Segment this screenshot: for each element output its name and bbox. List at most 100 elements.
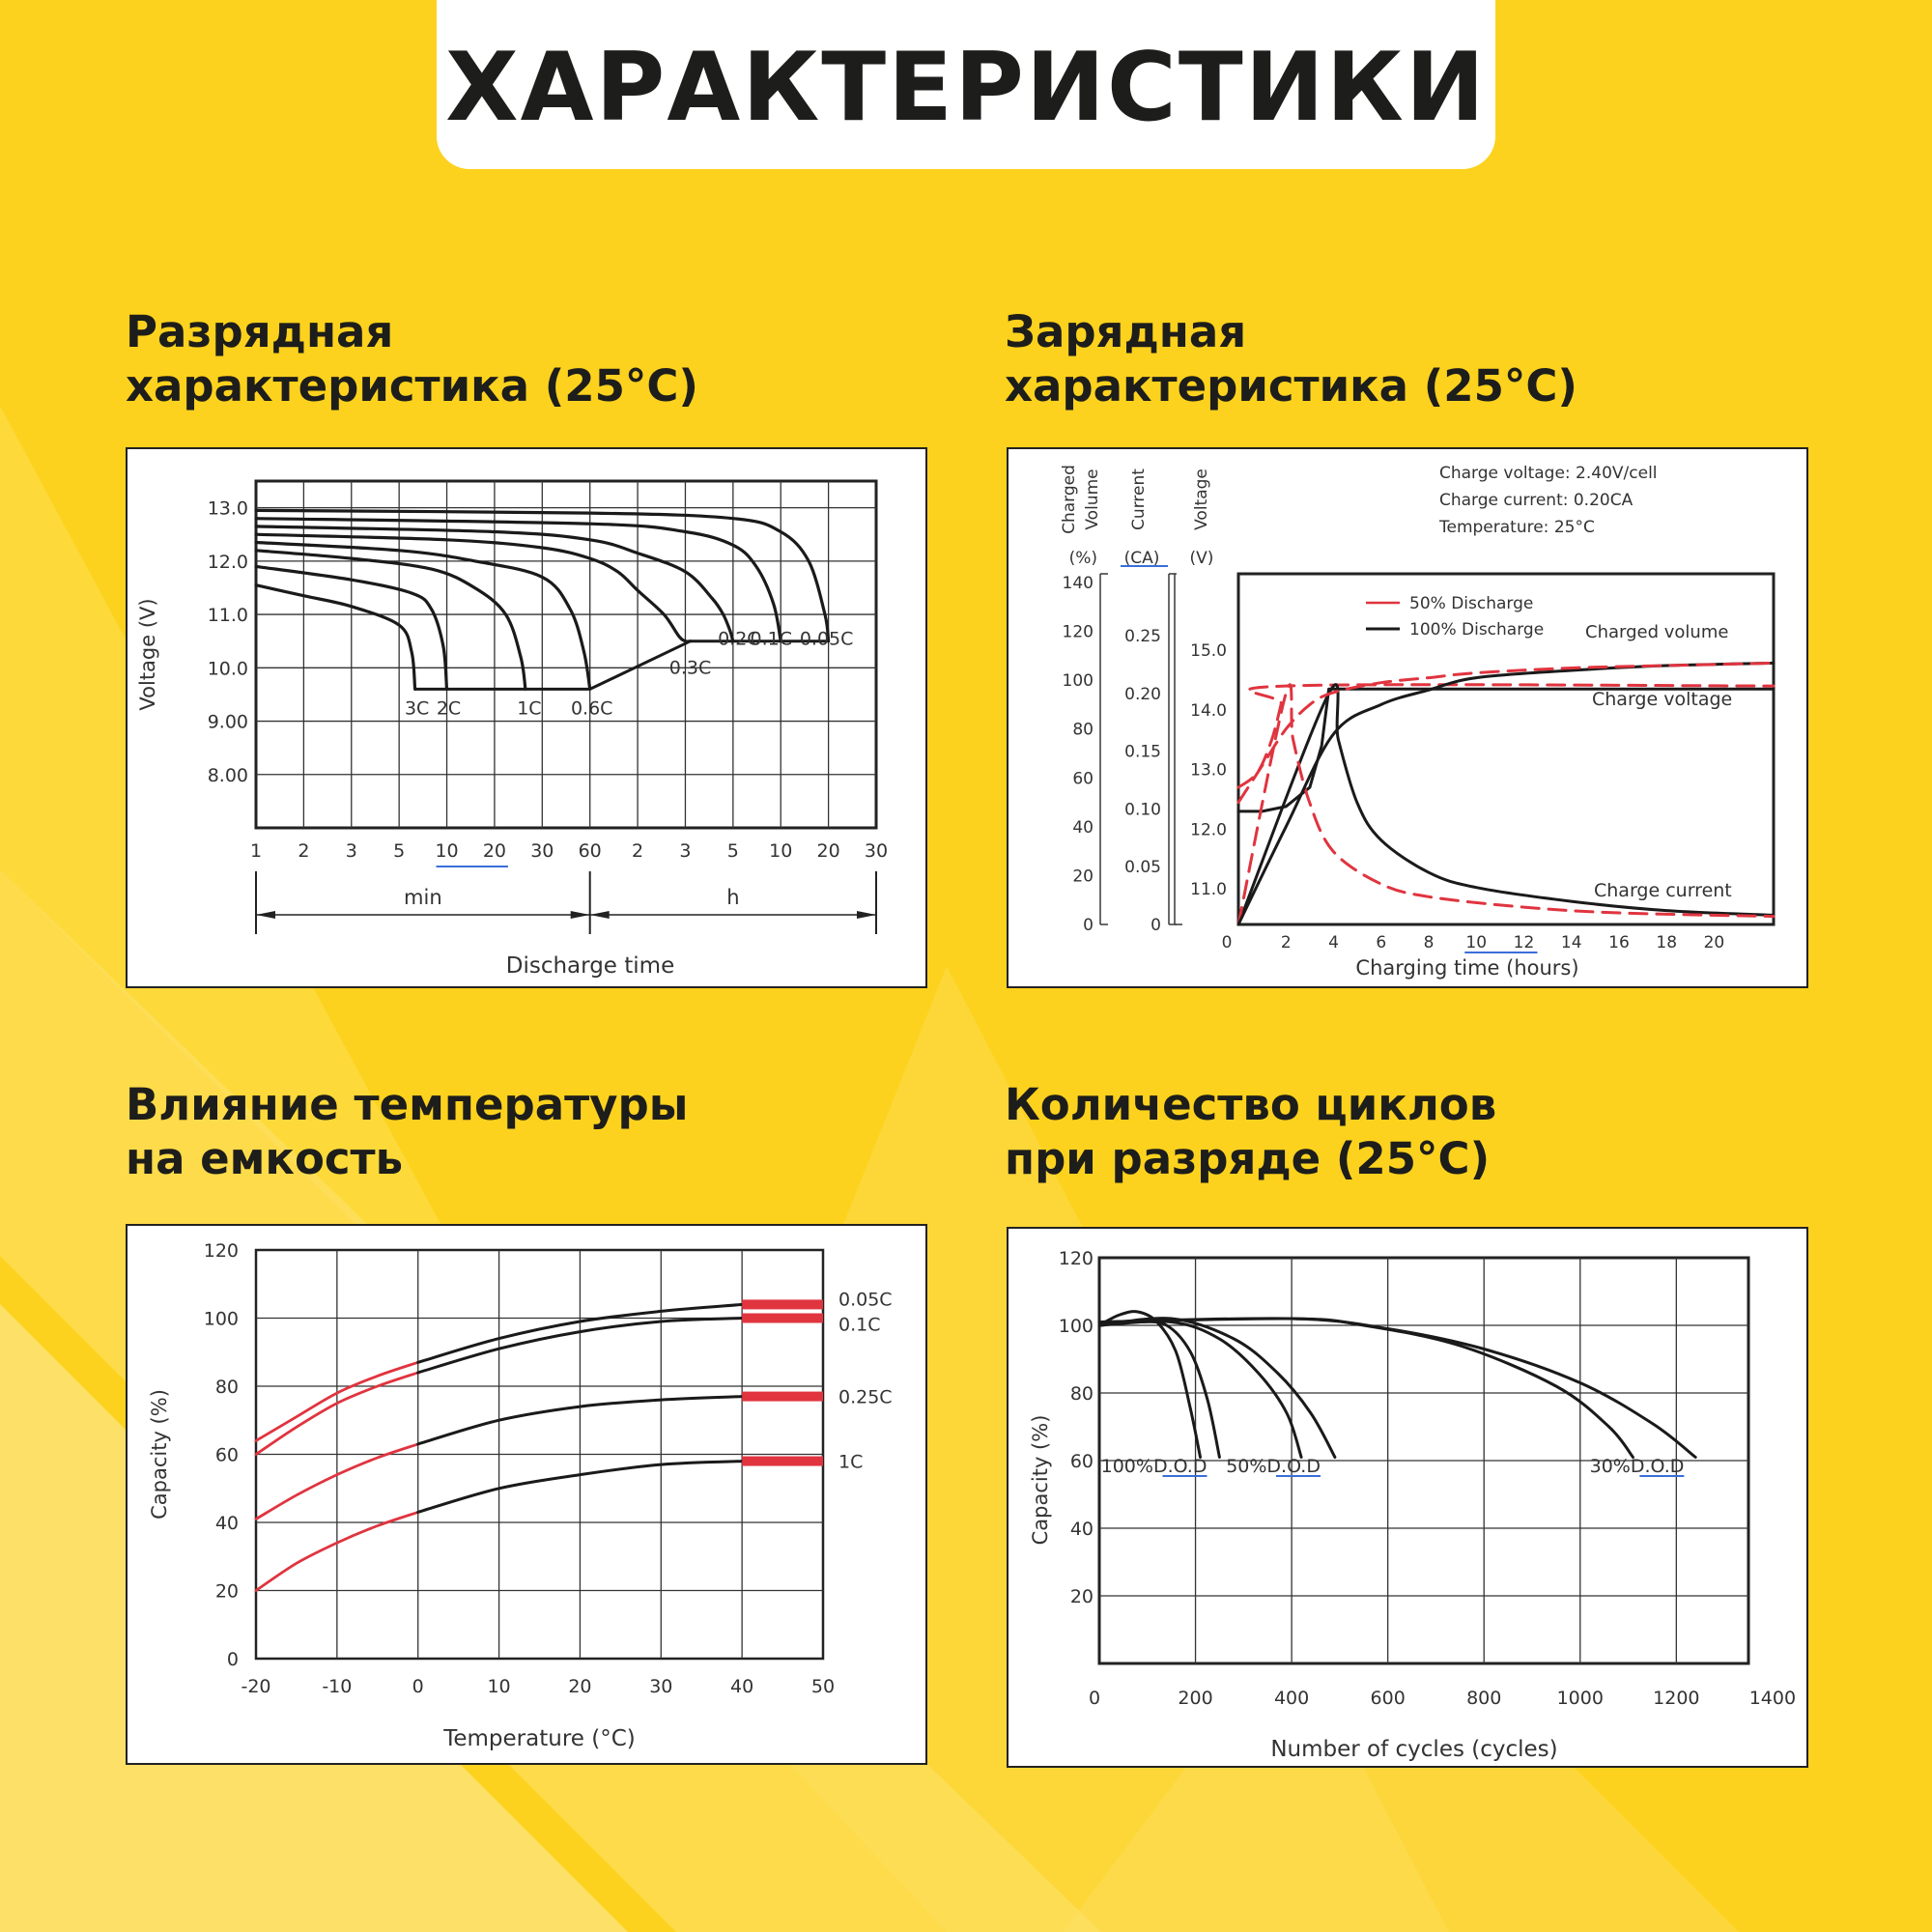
series-label-0.05C: 0.05C <box>838 1289 893 1310</box>
y-tick-label: 80 <box>1070 1383 1094 1405</box>
series-label: 3C <box>405 697 429 719</box>
x-tick-label: 3 <box>346 840 357 862</box>
y-tick-volume: 40 <box>1072 818 1094 838</box>
x-tick-label: 10 <box>435 840 458 862</box>
dod-label: 100%D.O.D <box>1101 1456 1208 1477</box>
dod-label: 30%D.O.D <box>1590 1456 1685 1477</box>
y-tick-current: 0 <box>1151 916 1161 935</box>
section-title-line1: Разрядная <box>126 306 394 357</box>
capacity-curve-cold-0.05C <box>254 1360 420 1442</box>
x-tick-label: 10 <box>1465 933 1487 952</box>
y-tick-label: 20 <box>1070 1586 1094 1607</box>
x-tick-label: 2 <box>1281 933 1292 952</box>
charge-current-50 <box>1236 683 1776 926</box>
axis-unit-voltage: (V) <box>1190 549 1214 568</box>
discharge-curve-0.1C <box>254 517 782 643</box>
discharge-curve-0.2C <box>254 525 735 643</box>
charged-volume-50 <box>1236 661 1776 805</box>
series-label: 0.1C <box>750 629 791 650</box>
x-tick-label: 18 <box>1656 933 1677 952</box>
series-label: 0.05C <box>800 629 854 650</box>
y-tick-label: 40 <box>215 1513 239 1534</box>
discharge-chart-panel: 13.0 12.0 11.0 10.0 9.00 8.00 1 2 3 5 10 20 30 60 2 3 5 1… <box>126 447 927 988</box>
x-tick-label: 8 <box>1424 933 1435 952</box>
y-axis-label: Voltage (V) <box>136 598 159 710</box>
x-tick-label: 0 <box>1222 933 1233 952</box>
curve-label-current: Charge current <box>1594 880 1732 901</box>
section-title-line2: характеристика (25°C) <box>126 360 698 412</box>
axis-title-voltage: Voltage <box>1192 469 1211 530</box>
discharge-curve-0.3C <box>254 532 693 643</box>
section-title-charge: Зарядная характеристика (25°C) <box>1005 305 1577 413</box>
charge-chart: Charged Volume Current Voltage(%) (CA) (V)140… <box>1060 464 1776 980</box>
x-tick-label: 16 <box>1608 933 1630 952</box>
y-tick-label: 12.0 <box>208 552 248 573</box>
y-tick-volume: 120 <box>1063 623 1094 642</box>
section-title-line2: при разряде (25°C) <box>1005 1133 1491 1184</box>
capacity-curve-0.1C <box>416 1317 744 1375</box>
series-label: 0.6C <box>571 697 612 719</box>
cycles-chart-panel: 120 100 80 60 40 20 0 200 400 600 800 1000 1200 1400 N… <box>1007 1227 1808 1768</box>
cutoff-line <box>588 639 831 691</box>
y-tick-label: 9.00 <box>208 712 248 733</box>
x-tick-label: 1400 <box>1749 1688 1796 1709</box>
x-tick-label: 5 <box>727 840 739 862</box>
discharge-chart: 13.0 12.0 11.0 10.0 9.00 8.00 1 2 3 5 10 20 30 60 2 3 5 1… <box>136 479 888 979</box>
x-tick-label: 14 <box>1561 933 1582 952</box>
discharge-curve-3C <box>254 583 417 691</box>
y-tick-label: 40 <box>1070 1519 1094 1540</box>
axis-title-volume: Volume <box>1083 469 1102 529</box>
section-title-line1: Зарядная <box>1005 306 1247 357</box>
x-axis-label: Charging time (hours) <box>1355 956 1578 980</box>
axis-unit-volume: (%) <box>1069 549 1097 568</box>
y-tick-label: 13.0 <box>208 498 248 520</box>
y-axis-label: Capacity (%) <box>1029 1415 1052 1546</box>
x-tick-label: 1200 <box>1653 1688 1699 1709</box>
y-tick-current: 0.15 <box>1124 743 1161 762</box>
y-tick-volume: 0 <box>1083 916 1094 935</box>
arrow-head <box>256 911 275 919</box>
x-axis-label: Number of cycles (cycles) <box>1270 1737 1557 1762</box>
axis-title-current: Current <box>1129 469 1149 530</box>
capacity-curve-cold-0.1C <box>254 1371 420 1456</box>
capacity-curve-0.05C <box>416 1302 744 1364</box>
x-tick-label: 400 <box>1274 1688 1309 1709</box>
unit-label-min: min <box>404 886 442 909</box>
arrow-head <box>570 911 590 919</box>
section-title-line1: Влияние температуры <box>126 1079 689 1130</box>
section-title-line2: характеристика (25°C) <box>1005 360 1577 412</box>
y-tick-label: 20 <box>215 1581 239 1603</box>
section-title-discharge: Разрядная характеристика (25°C) <box>126 305 698 413</box>
capacity-bar-1C <box>742 1456 823 1466</box>
dod-label-suffix: O.D <box>1287 1456 1321 1477</box>
arrow-head <box>857 911 876 919</box>
series-label: 1C <box>517 697 541 719</box>
y-tick-label: 120 <box>204 1240 239 1262</box>
capacity-bar-0.25C <box>742 1391 823 1402</box>
series-label: 0.3C <box>669 658 711 679</box>
note-text: Temperature: 25°C <box>1438 518 1595 537</box>
x-tick-label: 20 <box>568 1676 591 1697</box>
x-tick-label: 30 <box>530 840 554 862</box>
y-tick-voltage: 13.0 <box>1190 761 1227 781</box>
y-tick-volume: 20 <box>1072 867 1094 886</box>
dod-label-suffix: O.D <box>1174 1456 1208 1477</box>
x-tick-label: 2 <box>632 840 643 862</box>
header-box <box>437 0 1495 169</box>
x-tick-label: 0 <box>1089 1688 1100 1709</box>
temperature-chart-panel: 120 100 80 60 40 20 0 -20 -10 0 10 20 30 40 50 Temperat… <box>126 1224 927 1765</box>
legend-label: 50% Discharge <box>1409 594 1533 613</box>
dod-label-prefix: 50%D. <box>1226 1456 1287 1477</box>
dod-label-prefix: 30%D. <box>1590 1456 1651 1477</box>
note-text: Charge current: 0.20CA <box>1439 491 1634 510</box>
x-tick-label: 5 <box>393 840 405 862</box>
x-tick-label: 3 <box>679 840 691 862</box>
y-tick-label: 0 <box>227 1649 239 1670</box>
charge-voltage-100 <box>1236 687 1776 813</box>
y-tick-volume: 100 <box>1063 671 1094 691</box>
y-tick-label: 60 <box>215 1445 239 1466</box>
cycle-curve <box>1097 1317 1337 1459</box>
section-title-cycles: Количество циклов при разряде (25°C) <box>1005 1078 1496 1186</box>
